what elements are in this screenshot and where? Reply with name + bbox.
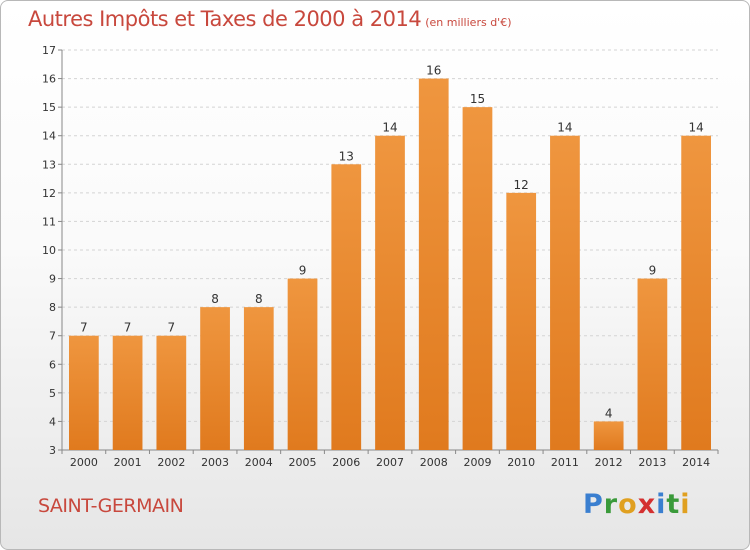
x-tick-label: 2004 (245, 456, 273, 469)
bar-2000 (68, 335, 99, 450)
bar-2001 (112, 335, 143, 450)
y-tick-label: 8 (49, 301, 56, 314)
x-tick-label: 2011 (551, 456, 579, 469)
x-tick-label: 2010 (507, 456, 535, 469)
chart-title-text: Autres Impôts et Taxes de 2000 à 2014 (28, 7, 422, 31)
data-label: 16 (426, 64, 441, 78)
bar-2007 (375, 135, 405, 450)
x-tick-label: 2005 (289, 456, 317, 469)
data-label: 4 (605, 406, 613, 420)
x-tick-label: 2001 (114, 456, 142, 469)
proxiti-logo[interactable]: Proxiti (583, 489, 691, 520)
x-tick-label: 2003 (201, 456, 229, 469)
y-tick-label: 9 (49, 273, 56, 286)
chart-title: Autres Impôts et Taxes de 2000 à 2014 (en… (28, 7, 511, 31)
x-tick-label: 2002 (157, 456, 185, 469)
x-tick-label: 2006 (332, 456, 360, 469)
x-tick-label: 2008 (420, 456, 448, 469)
data-label: 13 (339, 149, 354, 163)
y-tick-label: 15 (42, 101, 56, 114)
y-tick-label: 4 (49, 415, 56, 428)
bar-2005 (287, 278, 318, 450)
data-label: 8 (211, 292, 219, 306)
logo-letter: i (656, 489, 667, 520)
data-label: 15 (470, 92, 485, 106)
data-label: 7 (124, 321, 132, 335)
y-tick-label: 5 (49, 387, 56, 400)
data-label: 9 (649, 264, 657, 278)
y-tick-label: 11 (42, 215, 56, 228)
data-label: 14 (382, 121, 397, 135)
y-tick-label: 13 (42, 158, 56, 171)
chart-title-unit: (en milliers d'€) (425, 16, 512, 29)
x-tick-label: 2014 (682, 456, 710, 469)
bar-2010 (506, 192, 537, 450)
bar-2012 (593, 421, 624, 450)
data-label: 7 (80, 321, 88, 335)
x-tick-label: 2013 (638, 456, 666, 469)
x-tick-label: 2000 (70, 456, 98, 469)
logo-letter: P (583, 489, 604, 520)
bar-2008 (418, 78, 449, 451)
bar-2013 (637, 278, 668, 450)
bar-2004 (243, 307, 274, 450)
x-tick-label: 2007 (376, 456, 404, 469)
data-label: 8 (255, 292, 263, 306)
logo-letter: t (666, 489, 681, 520)
y-tick-label: 6 (49, 358, 56, 371)
bar-2006 (331, 164, 362, 451)
y-tick-label: 3 (49, 444, 56, 457)
y-tick-label: 10 (42, 244, 56, 257)
bar-2003 (200, 307, 230, 450)
labels: 3 4 5 6 7 8 9 10 11 12 13 14 15 16 17 2000 7 2001 7 2002 7 20… (42, 44, 710, 469)
y-tick-label: 14 (42, 130, 56, 143)
y-tick-label: 7 (49, 330, 56, 343)
x-tick-label: 2012 (595, 456, 623, 469)
logo-letter: i (680, 489, 691, 520)
bar-2002 (156, 335, 187, 450)
logo-letter: o (618, 489, 638, 520)
data-label: 14 (557, 121, 572, 135)
data-label: 14 (688, 121, 703, 135)
bar-2011 (550, 135, 580, 450)
data-label: 7 (168, 321, 176, 335)
data-label: 9 (299, 264, 307, 278)
x-tick-label: 2009 (463, 456, 491, 469)
y-tick-label: 16 (42, 73, 56, 86)
y-tick-label: 17 (42, 44, 56, 57)
data-label: 12 (514, 178, 529, 192)
y-tick-label: 12 (42, 187, 56, 200)
bars (68, 78, 712, 451)
logo-letter: r (603, 489, 619, 520)
bar-2014 (681, 135, 712, 450)
bar-2009 (462, 107, 493, 451)
commune-name: SAINT-GERMAIN (38, 495, 184, 517)
logo-letter: x (637, 489, 657, 520)
